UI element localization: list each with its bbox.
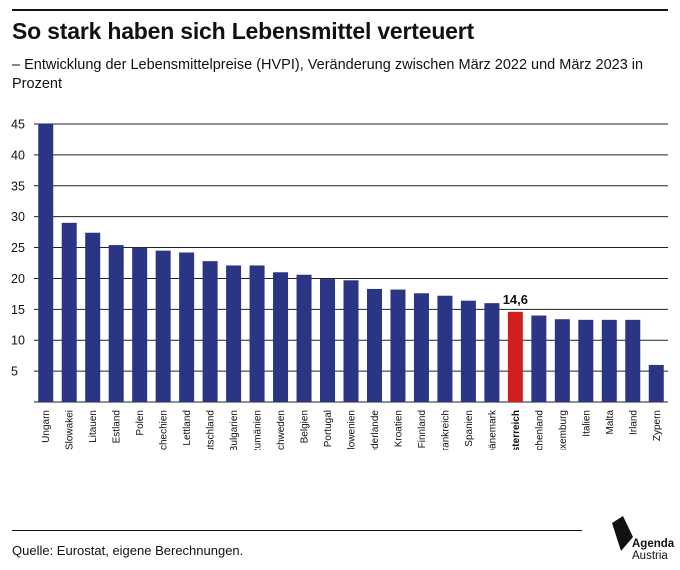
bar-Schweden [273, 272, 289, 402]
x-tick-label: Estland [112, 410, 123, 443]
bar-Litauen [85, 232, 101, 402]
bar-Luxemburg [554, 319, 570, 402]
y-tick-label: 35 [11, 179, 25, 193]
bar-Frankreich [437, 295, 453, 402]
y-tick-label: 30 [11, 210, 25, 224]
bar-chart: 5 10 15 20 25 30 35 40 45 Ungarn Slowakei Litauen Es… [11, 118, 668, 450]
bar-Slowenien [343, 280, 359, 402]
bottom-rule [12, 530, 582, 531]
logo-text: Agenda Austria [632, 538, 674, 562]
x-tick-label: Polen [135, 410, 146, 436]
chart-title: So stark haben sich Lebensmittel verteue… [12, 18, 474, 44]
x-tick-label: Slowenien [347, 410, 358, 450]
bar-Tschechien [155, 250, 171, 402]
x-tick-label: Malta [605, 410, 616, 435]
bar-Spanien [460, 300, 476, 402]
x-tick-label: Litauen [88, 410, 99, 443]
y-tick-label: 5 [11, 365, 18, 379]
x-tick-label: Griechenland [534, 410, 545, 450]
x-tick-label: Slowakei [65, 410, 76, 450]
x-tick-label: Österreich [509, 410, 522, 450]
x-tick-label: Bulgarien [229, 410, 240, 450]
top-rule [12, 9, 668, 11]
x-tick-label: Deutschland [206, 410, 217, 450]
x-tick-label: Lettland [182, 410, 193, 446]
y-tick-label: 45 [11, 118, 25, 132]
logo-mark-icon [612, 516, 633, 551]
x-tick-label: Dänemark [487, 409, 498, 450]
chart-subtitle: – Entwicklung der Lebensmittelpreise (HV… [12, 57, 644, 92]
bar-Finnland [413, 293, 429, 402]
bar-Dänemark [484, 303, 500, 402]
x-tick-label: Finnland [417, 410, 428, 448]
x-tick-label: Irland [628, 410, 639, 435]
x-tick-label: Zypern [652, 410, 663, 441]
y-tick-label: 15 [11, 303, 25, 317]
bar-Portugal [320, 279, 336, 402]
bar-Estland [108, 245, 124, 402]
bar-Deutschland [202, 261, 218, 402]
bar-Lettland [179, 252, 195, 402]
y-tick-label: 20 [11, 272, 25, 286]
bar-Niederlande [366, 288, 382, 402]
bar-Polen [132, 247, 148, 402]
bar-Ungarn [38, 124, 54, 402]
y-tick-label: 10 [11, 334, 25, 348]
y-tick-label: 25 [11, 241, 25, 255]
x-tick-label: Ungarn [41, 410, 52, 443]
bar-Zypern [648, 364, 664, 402]
y-tick-label: 40 [11, 148, 25, 162]
agenda-austria-logo: Agenda Austria [608, 515, 680, 565]
bar-Malta [601, 319, 617, 402]
x-tick-label: Italien [581, 410, 592, 437]
bar-Bulgarien [226, 265, 242, 402]
x-tick-label: Belgien [300, 410, 311, 443]
bar-Italien [578, 319, 594, 402]
logo-line-2: Austria [632, 550, 668, 562]
data-label: 14,6 [503, 292, 528, 307]
x-tick-label: Niederlande [370, 410, 381, 450]
x-tick-label: Portugal [323, 410, 334, 447]
x-tick-label: Tschechien [159, 410, 170, 450]
bar-Kroatien [390, 289, 406, 402]
x-tick-label: Kroatien [393, 410, 404, 447]
logo-line-1: Agenda [632, 538, 675, 550]
bar-Irland [625, 319, 641, 402]
bar-Slowakei [61, 222, 77, 402]
bar-Belgien [296, 274, 312, 402]
x-tick-label: Schweden [276, 410, 287, 450]
x-tick-label: Frankreich [440, 410, 451, 450]
bar-Griechenland [531, 315, 547, 402]
x-tick-label: Spanien [464, 410, 475, 447]
x-tick-label: Rumänien [253, 410, 264, 450]
bar-Österreich [507, 311, 523, 402]
bar-Rumänien [249, 265, 265, 402]
x-tick-label: Luxemburg [558, 410, 569, 450]
source-note: Quelle: Eurostat, eigene Berechnungen. [12, 543, 244, 558]
